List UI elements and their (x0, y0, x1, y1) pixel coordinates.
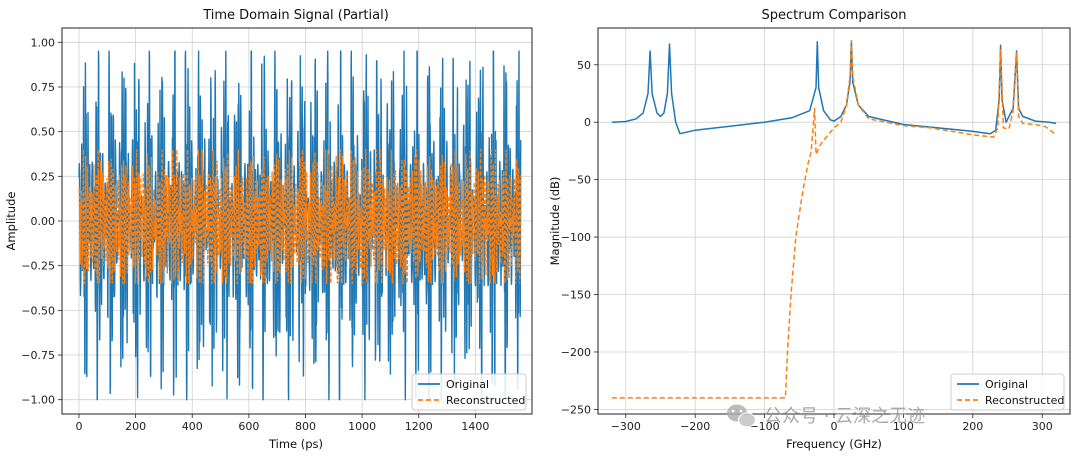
left-x-tick-label: 0 (75, 420, 82, 433)
right-y-tick-label: 50 (577, 59, 591, 72)
right-y-tick-label: −50 (568, 174, 591, 187)
left-legend-box (411, 373, 527, 411)
left-y-tick-label: 0.25 (31, 170, 56, 183)
watermark-text: 公众号 · 云深之无迹 (764, 406, 925, 427)
right-x-tick-label: 0 (831, 420, 838, 433)
left-y-tick-label: 0.50 (31, 126, 56, 139)
right-y-ticks: 50 0 −50 −100 −150 −200 −250 (561, 59, 598, 416)
left-x-ticks: 0 200 400 600 800 1000 1200 1400 (75, 414, 489, 433)
right-x-tick-label: 200 (962, 420, 983, 433)
left-y-tick-label: 0.00 (31, 215, 56, 228)
left-x-axis-label: Time (ps) (268, 437, 323, 451)
left-y-tick-label: −0.75 (21, 349, 55, 362)
left-y-ticks: 1.00 0.75 0.50 0.25 0.00 −0.25 −0.50 −0.75 −1.00 (21, 36, 62, 407)
spectrum-panel: Spectrum Comparison −300 −200 −100 0 100 200 3… (548, 8, 1071, 451)
left-x-tick-label: 400 (182, 420, 203, 433)
left-legend: Original Reconstructed (411, 373, 527, 411)
left-y-tick-label: −1.00 (21, 394, 55, 407)
left-chart-title: Time Domain Signal (Partial) (202, 8, 389, 23)
right-legend-reconstructed-label: Reconstructed (985, 394, 1064, 407)
right-x-ticks: −300 −200 −100 0 100 200 300 (611, 414, 1053, 433)
right-x-tick-label: 100 (893, 420, 914, 433)
right-reconstructed-series-line (611, 39, 1056, 399)
right-y-tick-label: −200 (561, 346, 591, 359)
left-x-tick-label: 1200 (405, 420, 433, 433)
left-x-tick-label: 200 (125, 420, 146, 433)
watermark: 公众号 · 云深之无迹 (727, 404, 925, 428)
right-legend: Original Reconstructed (950, 373, 1065, 411)
right-x-tick-label: −100 (749, 420, 779, 433)
right-legend-box (950, 373, 1065, 411)
left-reconstructed-series-line (78, 148, 522, 285)
left-legend-reconstructed-label: Reconstructed (446, 394, 525, 407)
right-y-tick-label: 0 (584, 116, 591, 129)
left-legend-original-label: Original (446, 378, 489, 391)
left-x-tick-label: 1000 (348, 420, 376, 433)
left-y-tick-label: −0.50 (21, 304, 55, 317)
right-y-tick-label: −150 (561, 289, 591, 302)
left-y-tick-label: 1.00 (31, 36, 56, 49)
right-y-tick-label: −250 (561, 403, 591, 416)
left-x-tick-label: 600 (238, 420, 259, 433)
left-y-tick-label: 0.75 (31, 81, 56, 94)
left-x-tick-label: 800 (295, 420, 316, 433)
right-series-layer (611, 39, 1057, 399)
left-original-series-line (78, 50, 522, 401)
left-y-axis-label: Amplitude (4, 192, 18, 251)
right-x-tick-label: −300 (611, 420, 641, 433)
right-chart-title: Spectrum Comparison (762, 8, 907, 23)
right-x-tick-label: −200 (680, 420, 710, 433)
right-y-tick-label: −100 (561, 231, 591, 244)
right-legend-original-label: Original (985, 378, 1028, 391)
left-series-layer (78, 50, 522, 401)
wechat-icon (727, 404, 757, 428)
right-original-series-line (611, 41, 1057, 135)
left-x-tick-label: 1400 (461, 420, 489, 433)
right-x-axis-label: Frequency (GHz) (786, 437, 882, 451)
right-y-axis-label: Magnitude (dB) (548, 177, 562, 266)
left-y-tick-label: −0.25 (21, 260, 55, 273)
time-domain-panel: Time Domain Signal (Partial) 0 200 400 600 8… (4, 8, 533, 451)
right-x-tick-label: 300 (1032, 420, 1053, 433)
